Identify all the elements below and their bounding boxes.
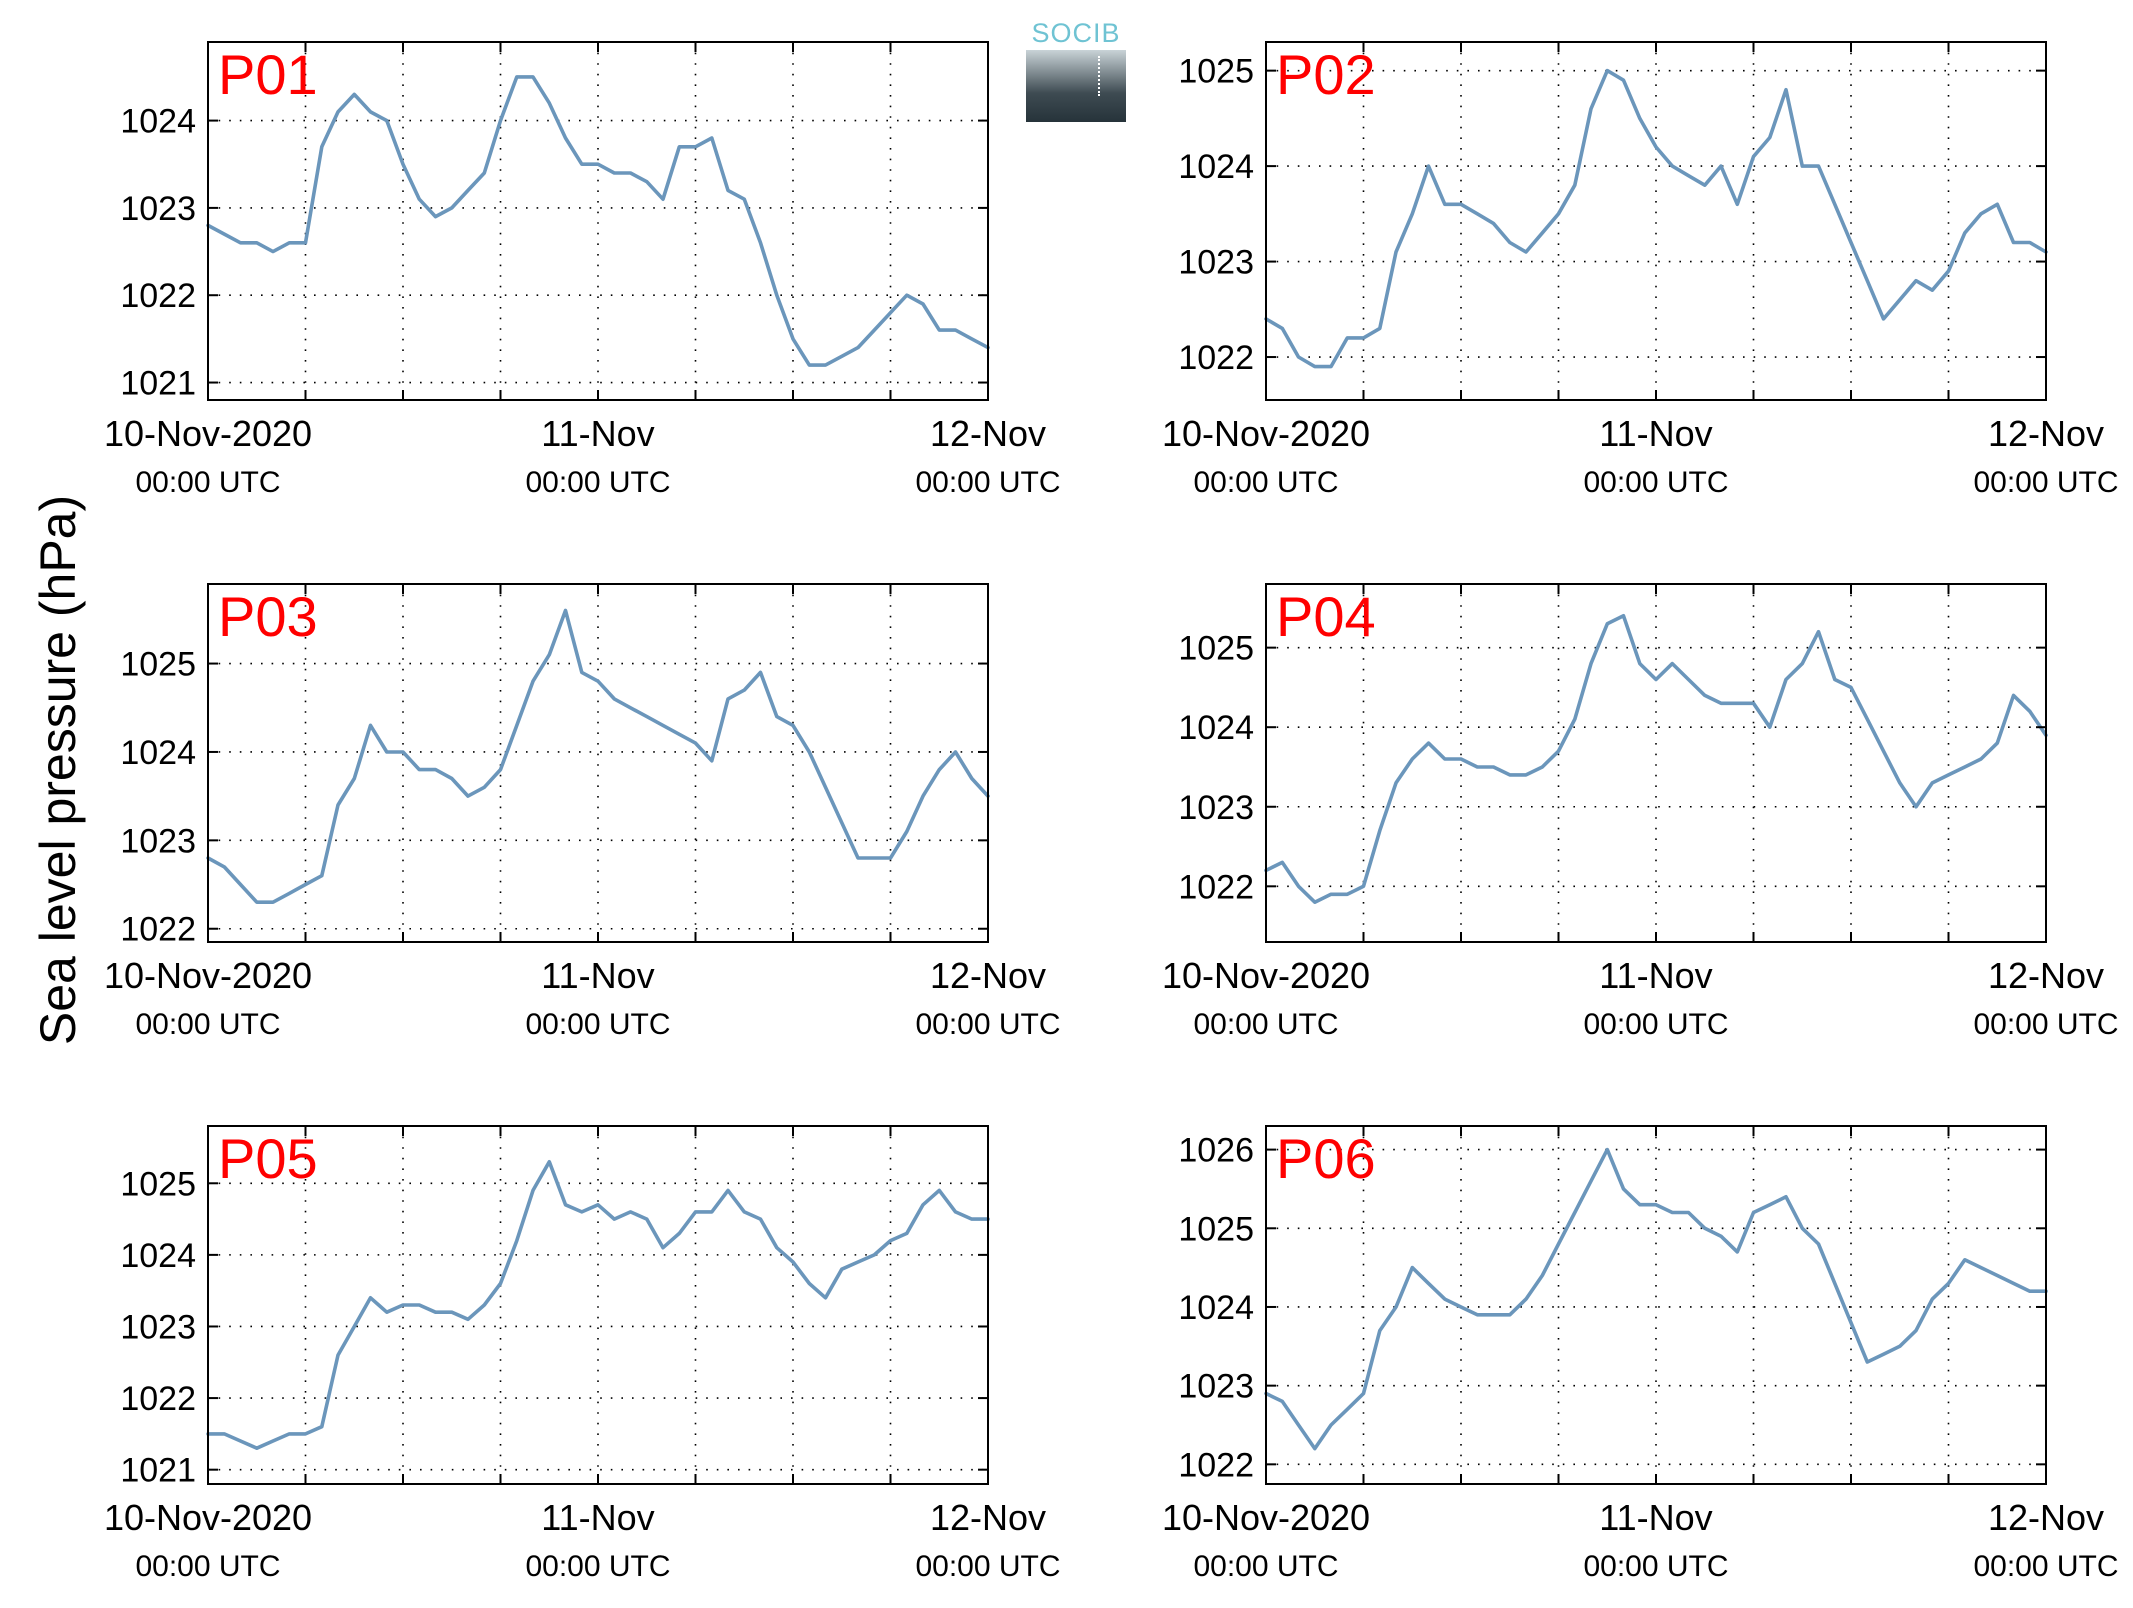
y-tick-label: 1024 [1178, 148, 1254, 186]
x-tick-sublabel: 00:00 UTC [915, 1550, 1060, 1583]
panel-p02: 1022 1023 1024 1025 10-Nov-2020 00:00 UTC 11-N… [1162, 41, 2119, 499]
x-tick-label: 11-Nov [541, 955, 654, 996]
x-tick-sublabel: 00:00 UTC [1973, 466, 2118, 499]
panel-p03: 1022 1023 1024 1025 10-Nov-2020 00:00 UTC 11-N… [104, 583, 1061, 1041]
x-tick-sublabel: 00:00 UTC [1583, 1550, 1728, 1583]
x-tick-sublabel: 00:00 UTC [1193, 1008, 1338, 1041]
panel-title: P01 [218, 43, 318, 106]
y-tick-label: 1023 [120, 822, 196, 860]
x-tick-sublabel: 00:00 UTC [525, 466, 670, 499]
panel-title: P05 [218, 1127, 318, 1190]
y-tick-label: 1022 [120, 1380, 196, 1418]
x-tick-label: 12-Nov [930, 955, 1046, 996]
x-tick-sublabel: 00:00 UTC [1973, 1008, 2118, 1041]
x-tick-label: 10-Nov-2020 [1162, 413, 1370, 454]
y-tick-label: 1024 [120, 103, 196, 141]
x-tick-label: 10-Nov-2020 [1162, 1497, 1370, 1538]
series-line [206, 608, 990, 905]
panel-p04: 1022 1023 1024 1025 10-Nov-2020 00:00 UTC 11-N… [1162, 583, 2119, 1041]
series-line [206, 1160, 990, 1450]
x-tick-sublabel: 00:00 UTC [135, 466, 280, 499]
y-tick-label: 1025 [120, 1165, 196, 1203]
series-line [1264, 1147, 2048, 1451]
y-tick-label: 1023 [120, 190, 196, 228]
y-tick-label: 1025 [1178, 1210, 1254, 1248]
series-line [206, 75, 990, 367]
panel-title: P04 [1276, 585, 1376, 648]
series-line [1264, 613, 2048, 905]
x-tick-sublabel: 00:00 UTC [135, 1550, 280, 1583]
panel-title: P02 [1276, 43, 1376, 106]
x-tick-sublabel: 00:00 UTC [525, 1550, 670, 1583]
x-tick-label: 10-Nov-2020 [104, 955, 312, 996]
x-tick-sublabel: 00:00 UTC [1193, 466, 1338, 499]
y-tick-label: 1024 [120, 1237, 196, 1275]
x-tick-label: 11-Nov [1599, 413, 1712, 454]
y-tick-label: 1021 [120, 365, 196, 403]
x-tick-label: 12-Nov [930, 1497, 1046, 1538]
x-tick-label: 12-Nov [1988, 413, 2104, 454]
x-tick-sublabel: 00:00 UTC [1583, 1008, 1728, 1041]
y-tick-label: 1023 [1178, 1368, 1254, 1406]
x-tick-label: 12-Nov [1988, 955, 2104, 996]
x-tick-label: 10-Nov-2020 [104, 1497, 312, 1538]
y-tick-label: 1025 [1178, 53, 1254, 91]
panel-title: P06 [1276, 1127, 1376, 1190]
x-tick-sublabel: 00:00 UTC [525, 1008, 670, 1041]
y-tick-label: 1024 [1178, 709, 1254, 747]
panel-p06: 1022 1023 1024 1025 1026 10-Nov-2020 00:00 UTC… [1162, 1125, 2119, 1583]
y-tick-label: 1025 [120, 646, 196, 684]
x-tick-label: 10-Nov-2020 [104, 413, 312, 454]
logo-text: SOCIB [1031, 18, 1121, 48]
y-tick-label: 1022 [1178, 868, 1254, 906]
panel-p01: 1021 1022 1023 1024 10-Nov-2020 00:00 UTC 11-N… [104, 41, 1061, 499]
x-tick-sublabel: 00:00 UTC [1193, 1550, 1338, 1583]
y-tick-label: 1023 [1178, 789, 1254, 827]
y-tick-label: 1024 [1178, 1289, 1254, 1327]
y-tick-label: 1022 [1178, 1446, 1254, 1484]
panel-title: P03 [218, 585, 318, 648]
x-tick-label: 10-Nov-2020 [1162, 955, 1370, 996]
x-tick-sublabel: 00:00 UTC [1583, 466, 1728, 499]
x-tick-label: 12-Nov [930, 413, 1046, 454]
y-tick-label: 1024 [120, 734, 196, 772]
x-tick-label: 11-Nov [541, 413, 654, 454]
y-tick-label: 1022 [1178, 339, 1254, 377]
x-tick-label: 11-Nov [1599, 1497, 1712, 1538]
socib-logo: SOCIB [1026, 18, 1126, 122]
panel-p05: 1021 1022 1023 1024 1025 10-Nov-2020 00:00 UTC… [104, 1125, 1061, 1583]
y-tick-label: 1026 [1178, 1132, 1254, 1170]
y-tick-label: 1022 [120, 911, 196, 949]
x-tick-sublabel: 00:00 UTC [135, 1008, 280, 1041]
x-tick-label: 11-Nov [1599, 955, 1712, 996]
x-tick-sublabel: 00:00 UTC [1973, 1550, 2118, 1583]
y-tick-label: 1023 [1178, 244, 1254, 282]
logo-graphic [1026, 50, 1126, 122]
y-tick-label: 1025 [1178, 630, 1254, 668]
series-line [1264, 68, 2048, 369]
y-tick-label: 1022 [120, 277, 196, 315]
x-tick-sublabel: 00:00 UTC [915, 466, 1060, 499]
x-tick-sublabel: 00:00 UTC [915, 1008, 1060, 1041]
y-tick-label: 1023 [120, 1308, 196, 1346]
x-tick-label: 11-Nov [541, 1497, 654, 1538]
x-tick-label: 12-Nov [1988, 1497, 2104, 1538]
y-tick-label: 1021 [120, 1452, 196, 1490]
